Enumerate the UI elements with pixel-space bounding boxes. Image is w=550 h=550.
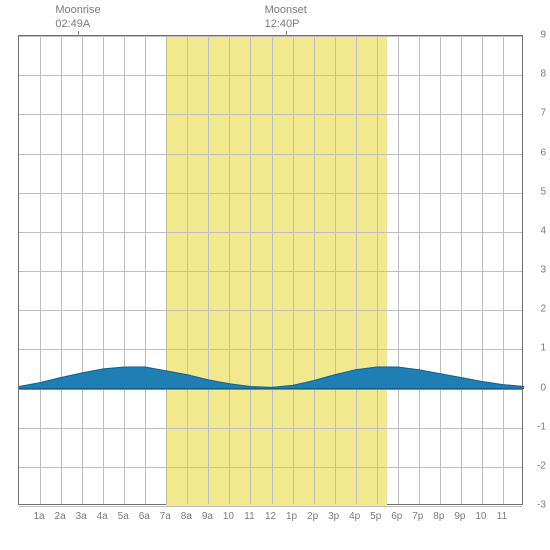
x-tick-label: 4a (97, 511, 108, 550)
y-tick-label: 6 (527, 147, 550, 158)
x-tick-label: 1p (286, 511, 297, 550)
x-tick-label: 6a (139, 511, 150, 550)
moonset-label: Moonset 12:40P (265, 3, 307, 32)
x-tick-label: 7p (412, 511, 423, 550)
y-tick-label: 3 (527, 265, 550, 276)
x-tick-label: 4p (349, 511, 360, 550)
y-tick-label: 5 (527, 186, 550, 197)
x-tick-label: 12 (265, 511, 276, 550)
y-tick-label: 8 (527, 69, 550, 80)
x-tick-label: 5p (370, 511, 381, 550)
moonset-tick (286, 31, 287, 36)
x-tick-label: 8p (433, 511, 444, 550)
x-tick-label: 7a (160, 511, 171, 550)
moonrise-label: Moonrise 02:49A (55, 3, 100, 32)
tide-chart: Moonrise 02:49A Moonset 12:40P -3-2-1012… (0, 0, 550, 550)
x-tick-label: 10 (223, 511, 234, 550)
x-tick-label: 9p (454, 511, 465, 550)
x-tick-label: 10 (475, 511, 486, 550)
y-tick-label: -3 (527, 500, 550, 511)
x-tick-label: 3p (328, 511, 339, 550)
y-tick-label: 0 (527, 382, 550, 393)
y-tick-label: -1 (527, 421, 550, 432)
x-tick-label: 3a (76, 511, 87, 550)
y-tick-label: 9 (527, 30, 550, 41)
tide-area (19, 36, 524, 506)
x-tick-label: 8a (181, 511, 192, 550)
y-tick-label: 4 (527, 225, 550, 236)
x-tick-label: 2a (55, 511, 66, 550)
x-tick-label: 6p (391, 511, 402, 550)
moonrise-tick (78, 31, 79, 36)
x-tick-label: 5a (118, 511, 129, 550)
y-tick-label: 7 (527, 108, 550, 119)
x-tick-label: 11 (244, 511, 254, 550)
y-tick-label: 1 (527, 343, 550, 354)
x-tick-label: 11 (497, 511, 507, 550)
x-tick-label: 9a (202, 511, 213, 550)
y-tick-label: 2 (527, 304, 550, 315)
x-tick-label: 1a (33, 511, 44, 550)
plot-area (18, 35, 523, 505)
y-tick-label: -2 (527, 460, 550, 471)
x-tick-label: 2p (307, 511, 318, 550)
